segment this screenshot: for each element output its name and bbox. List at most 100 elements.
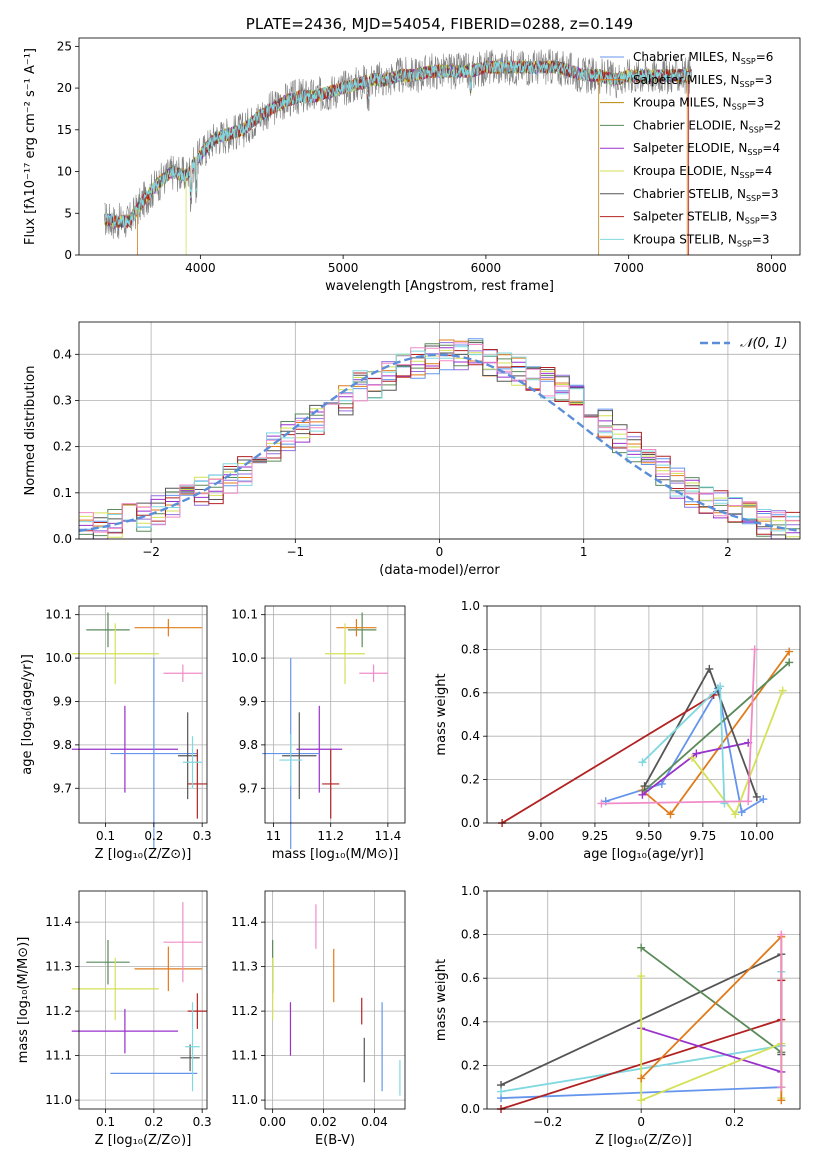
- model-spectrum: [104, 60, 692, 228]
- weight-line: [501, 694, 715, 824]
- plot-residual_hist: −2 −1 0 1 2 0.0 0.1 0.2 0.3 0.4 (data-model)/error…: [23, 321, 801, 578]
- y-tick-label: 0.1: [53, 486, 72, 500]
- x-tick-label: 0.1: [96, 829, 115, 843]
- axes-frame: [78, 605, 208, 824]
- x-axis-label: mass [log₁₀(M/M⊙)]: [272, 847, 399, 862]
- plot-area: [104, 48, 692, 255]
- legend: Chabrier MILES, NSSP=6 Salpeter MILES, NS…: [600, 50, 781, 248]
- x-tick-label: 8000: [756, 261, 787, 275]
- plot-area: [272, 904, 401, 1096]
- weight-series: [597, 645, 759, 808]
- y-tick-label: 10.0: [231, 651, 258, 665]
- data-point: [359, 664, 388, 682]
- y-tick-label: 0.4: [461, 1015, 480, 1029]
- y-tick-label: 11.0: [231, 1093, 258, 1107]
- weight-series: [777, 930, 786, 1092]
- model-spectrum: [104, 59, 692, 229]
- y-tick-label: 11.3: [45, 960, 72, 974]
- x-tick-label: 4000: [185, 261, 216, 275]
- weight-marker: [637, 943, 646, 952]
- model-spectrum: [104, 60, 692, 229]
- data-point: [163, 664, 203, 682]
- y-tick-label: 10.1: [45, 608, 72, 622]
- y-tick-label: 0.2: [53, 440, 72, 454]
- model-spectrum: [104, 59, 692, 228]
- x-tick-label: 11.4: [374, 829, 401, 843]
- data-point: [180, 1044, 200, 1072]
- plot-area: [78, 338, 801, 540]
- x-tick-label: 0.1: [96, 1115, 115, 1129]
- y-tick-label: 11.4: [45, 915, 72, 929]
- x-tick-label: 9.50: [636, 829, 663, 843]
- x-tick-label: 2: [724, 545, 732, 559]
- gaussian-curve: [78, 353, 801, 533]
- legend: 𝒩(0, 1): [700, 336, 787, 351]
- data-point: [347, 612, 377, 648]
- legend-entry: Chabrier ELODIE, NSSP=2: [633, 118, 781, 134]
- data-point: [182, 736, 203, 789]
- weight-marker: [688, 753, 697, 762]
- x-axis-label: Z [log₁₀(Z/Z⊙)]: [95, 1133, 192, 1148]
- weight-marker: [597, 799, 606, 808]
- weight-marker: [752, 792, 761, 801]
- x-tick-label: 0.02: [310, 1115, 337, 1129]
- y-tick-label: 0.8: [461, 928, 480, 942]
- y-tick-label: 1.0: [461, 884, 480, 898]
- data-point: [110, 658, 198, 850]
- x-tick-label: 1: [580, 545, 588, 559]
- weight-series: [637, 943, 786, 1057]
- y-axis-label: Normed distribution: [23, 366, 38, 496]
- legend-entry: Chabrier MILES, NSSP=6: [633, 50, 773, 66]
- axes-frame: [264, 605, 406, 824]
- x-axis-label: Z [log₁₀(Z/Z⊙)]: [95, 847, 192, 862]
- weight-marker: [731, 810, 740, 819]
- y-tick-label: 11.2: [231, 1004, 258, 1018]
- data-point: [134, 946, 203, 992]
- model-spectrum: [104, 60, 692, 228]
- weight-line: [640, 976, 783, 1102]
- weight-marker: [638, 758, 647, 767]
- axes-frame: [486, 890, 801, 1110]
- y-tick-label: 11.1: [45, 1049, 72, 1063]
- y-tick-label: 0.3: [53, 393, 72, 407]
- weight-marker: [692, 749, 701, 758]
- weight-series: [637, 932, 786, 1105]
- x-tick-label: −0.2: [533, 1115, 562, 1129]
- x-tick-label: 11: [266, 829, 281, 843]
- y-tick-label: 9.8: [53, 738, 72, 752]
- weight-line: [643, 666, 758, 798]
- y-tick-label: 0.8: [461, 642, 480, 656]
- x-tick-label: 0.04: [361, 1115, 388, 1129]
- weight-marker: [720, 799, 729, 808]
- plot-area: [71, 612, 207, 850]
- weight-marker: [759, 795, 768, 804]
- observed-spectrum: [104, 48, 692, 239]
- axes-frame: [78, 37, 801, 256]
- weight-marker: [777, 1096, 786, 1105]
- plot-area: [497, 930, 786, 1113]
- weight-marker: [638, 790, 647, 799]
- model-spectrum: [104, 60, 692, 230]
- y-tick-label: 11.1: [231, 1049, 258, 1063]
- x-axis-label: Z [log₁₀(Z/Z⊙)]: [595, 1133, 692, 1148]
- axes-frame: [78, 321, 801, 540]
- weight-series: [640, 664, 761, 801]
- plot-area: [71, 902, 207, 1092]
- y-tick-label: 9.9: [239, 694, 258, 708]
- y-tick-label: 0.0: [53, 532, 72, 546]
- x-tick-label: 0.00: [259, 1115, 286, 1129]
- x-tick-label: 9.00: [528, 829, 555, 843]
- y-tick-label: 11.3: [231, 960, 258, 974]
- y-tick-label: 0: [64, 248, 72, 262]
- weight-marker: [737, 808, 746, 817]
- weight-marker: [750, 645, 759, 654]
- y-axis-label: mass weight: [434, 959, 449, 1041]
- y-tick-label: 9.9: [53, 694, 72, 708]
- weight-marker: [705, 664, 714, 673]
- weight-marker: [637, 1096, 646, 1105]
- y-axis-label: mass [log₁₀(M/M⊙)]: [16, 937, 31, 1064]
- data-point: [336, 619, 377, 637]
- y-tick-label: 1.0: [461, 599, 480, 613]
- x-tick-label: −2: [142, 545, 160, 559]
